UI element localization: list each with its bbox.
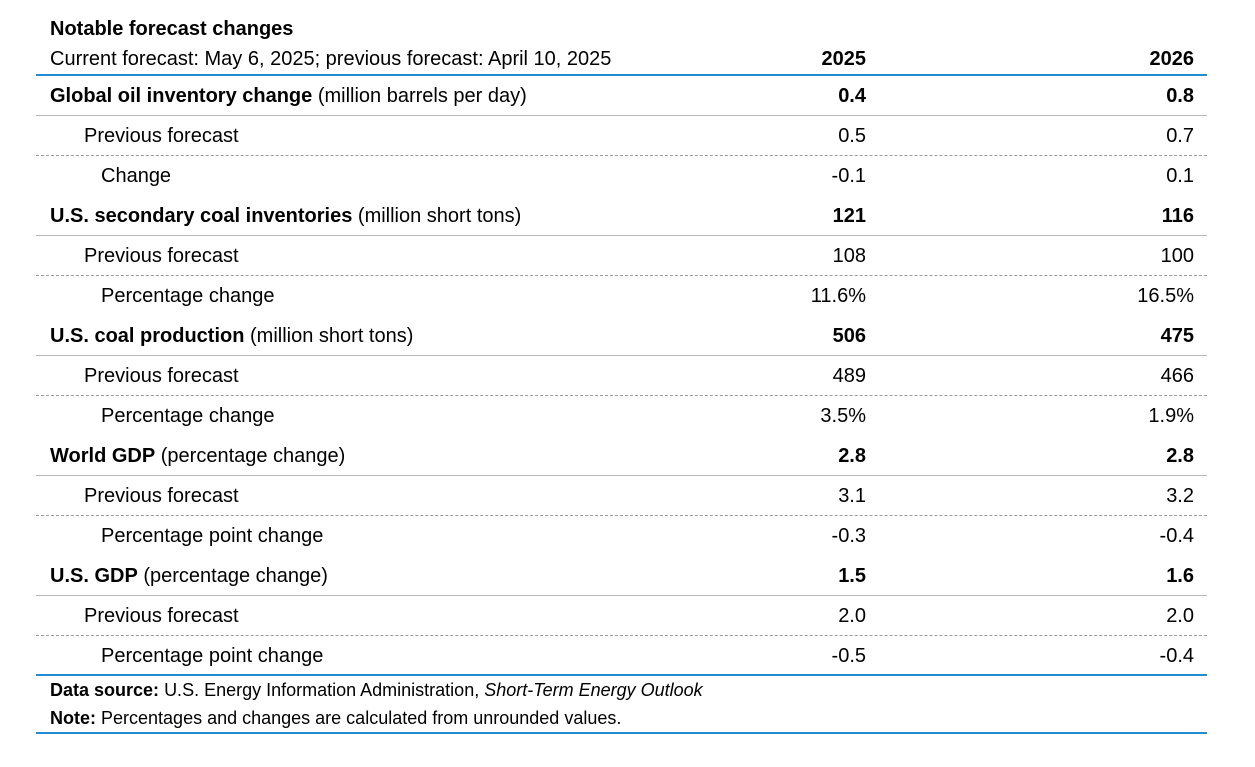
metric-name: U.S. secondary coal inventories	[50, 205, 353, 227]
table-row-current: U.S. GDP (percentage change) 1.5 1.6	[36, 556, 1207, 596]
table-row-previous: Previous forecast 108 100	[36, 236, 1207, 276]
change-value-2025: -0.3	[831, 525, 866, 547]
source-text: U.S. Energy Information Administration,	[164, 680, 480, 700]
change-label: Change	[101, 165, 172, 187]
table-row-current: U.S. coal production (million short tons…	[36, 316, 1207, 356]
table-header-row: Current forecast: May 6, 2025; previous …	[36, 44, 1207, 76]
previous-value-2026: 2.0	[1166, 605, 1194, 627]
previous-value-2025: 3.1	[838, 485, 866, 507]
change-value-2026: 16.5%	[1137, 285, 1194, 307]
metric-unit: (million short tons)	[357, 205, 522, 227]
calculation-note: Note: Percentages and changes are calcul…	[36, 704, 1207, 734]
change-value-2026: 0.1	[1166, 165, 1194, 187]
value-2026: 116	[1161, 205, 1194, 227]
previous-value-2025: 108	[832, 245, 866, 267]
metric-label: Global oil inventory change (million bar…	[36, 76, 696, 115]
source-label: Data source:	[50, 680, 160, 700]
metric-name: U.S. coal production	[50, 325, 245, 347]
metric-name: U.S. GDP	[50, 565, 138, 587]
value-2025: 2.8	[838, 445, 866, 467]
change-label: Percentage change	[101, 405, 275, 427]
table-row-change: Percentage point change -0.5 -0.4	[36, 636, 1207, 676]
change-value-2026: -0.4	[1159, 645, 1194, 667]
metric-label: U.S. coal production (million short tons…	[36, 316, 696, 355]
table-row-current: U.S. secondary coal inventories (million…	[36, 196, 1207, 236]
previous-forecast-label: Previous forecast	[84, 125, 239, 147]
table-title: Notable forecast changes	[50, 18, 294, 40]
previous-value-2025: 2.0	[838, 605, 866, 627]
value-2025: 121	[832, 205, 866, 227]
previous-value-2025: 489	[832, 365, 866, 387]
change-value-2025: -0.1	[831, 165, 866, 187]
note-text: Percentages and changes are calculated f…	[101, 708, 622, 728]
previous-forecast-label: Previous forecast	[84, 245, 239, 267]
previous-value-2026: 0.7	[1166, 125, 1194, 147]
metric-label: U.S. GDP (percentage change)	[36, 556, 696, 595]
change-label: Percentage point change	[101, 525, 324, 547]
forecast-table: Notable forecast changes Current forecas…	[36, 14, 1207, 734]
previous-value-2026: 100	[1160, 245, 1194, 267]
metric-name: World GDP	[50, 445, 156, 467]
change-label: Percentage point change	[101, 645, 324, 667]
table-body: Global oil inventory change (million bar…	[36, 76, 1207, 676]
column-header-2026: 2026	[1149, 48, 1195, 70]
table-row-change: Change -0.1 0.1	[36, 156, 1207, 196]
table-subtitle: Current forecast: May 6, 2025; previous …	[50, 48, 612, 70]
value-2026: 0.8	[1166, 85, 1194, 107]
value-2026: 1.6	[1166, 565, 1194, 587]
table-row-previous: Previous forecast 2.0 2.0	[36, 596, 1207, 636]
metric-unit: (percentage change)	[160, 445, 346, 467]
data-source-note: Data source: U.S. Energy Information Adm…	[36, 676, 1207, 704]
metric-label: U.S. secondary coal inventories (million…	[36, 196, 696, 235]
change-value-2026: 1.9%	[1148, 405, 1194, 427]
source-title: Short-Term Energy Outlook	[484, 680, 703, 700]
change-value-2026: -0.4	[1159, 525, 1194, 547]
table-row-change: Percentage change 3.5% 1.9%	[36, 396, 1207, 436]
note-label: Note:	[50, 708, 96, 728]
metric-label: World GDP (percentage change)	[36, 436, 696, 475]
table-row-current: World GDP (percentage change) 2.8 2.8	[36, 436, 1207, 476]
value-2025: 1.5	[838, 565, 866, 587]
metric-unit: (million barrels per day)	[317, 85, 527, 107]
metric-name: Global oil inventory change	[50, 85, 313, 107]
previous-value-2026: 466	[1160, 365, 1194, 387]
previous-value-2025: 0.5	[838, 125, 866, 147]
table-row-current: Global oil inventory change (million bar…	[36, 76, 1207, 116]
change-value-2025: -0.5	[831, 645, 866, 667]
value-2026: 475	[1160, 325, 1194, 347]
change-value-2025: 3.5%	[820, 405, 866, 427]
table-row-change: Percentage change 11.6% 16.5%	[36, 276, 1207, 316]
value-2025: 506	[832, 325, 866, 347]
table-row-previous: Previous forecast 3.1 3.2	[36, 476, 1207, 516]
value-2026: 2.8	[1166, 445, 1194, 467]
column-header-2025: 2025	[821, 48, 867, 70]
metric-unit: (million short tons)	[250, 325, 414, 347]
previous-forecast-label: Previous forecast	[84, 605, 239, 627]
change-label: Percentage change	[101, 285, 275, 307]
table-row-previous: Previous forecast 489 466	[36, 356, 1207, 396]
table-row-previous: Previous forecast 0.5 0.7	[36, 116, 1207, 156]
metric-unit: (percentage change)	[143, 565, 328, 587]
previous-forecast-label: Previous forecast	[84, 365, 239, 387]
change-value-2025: 11.6%	[810, 285, 866, 307]
table-row-change: Percentage point change -0.3 -0.4	[36, 516, 1207, 556]
previous-forecast-label: Previous forecast	[84, 485, 239, 507]
previous-value-2026: 3.2	[1166, 485, 1194, 507]
value-2025: 0.4	[838, 85, 866, 107]
